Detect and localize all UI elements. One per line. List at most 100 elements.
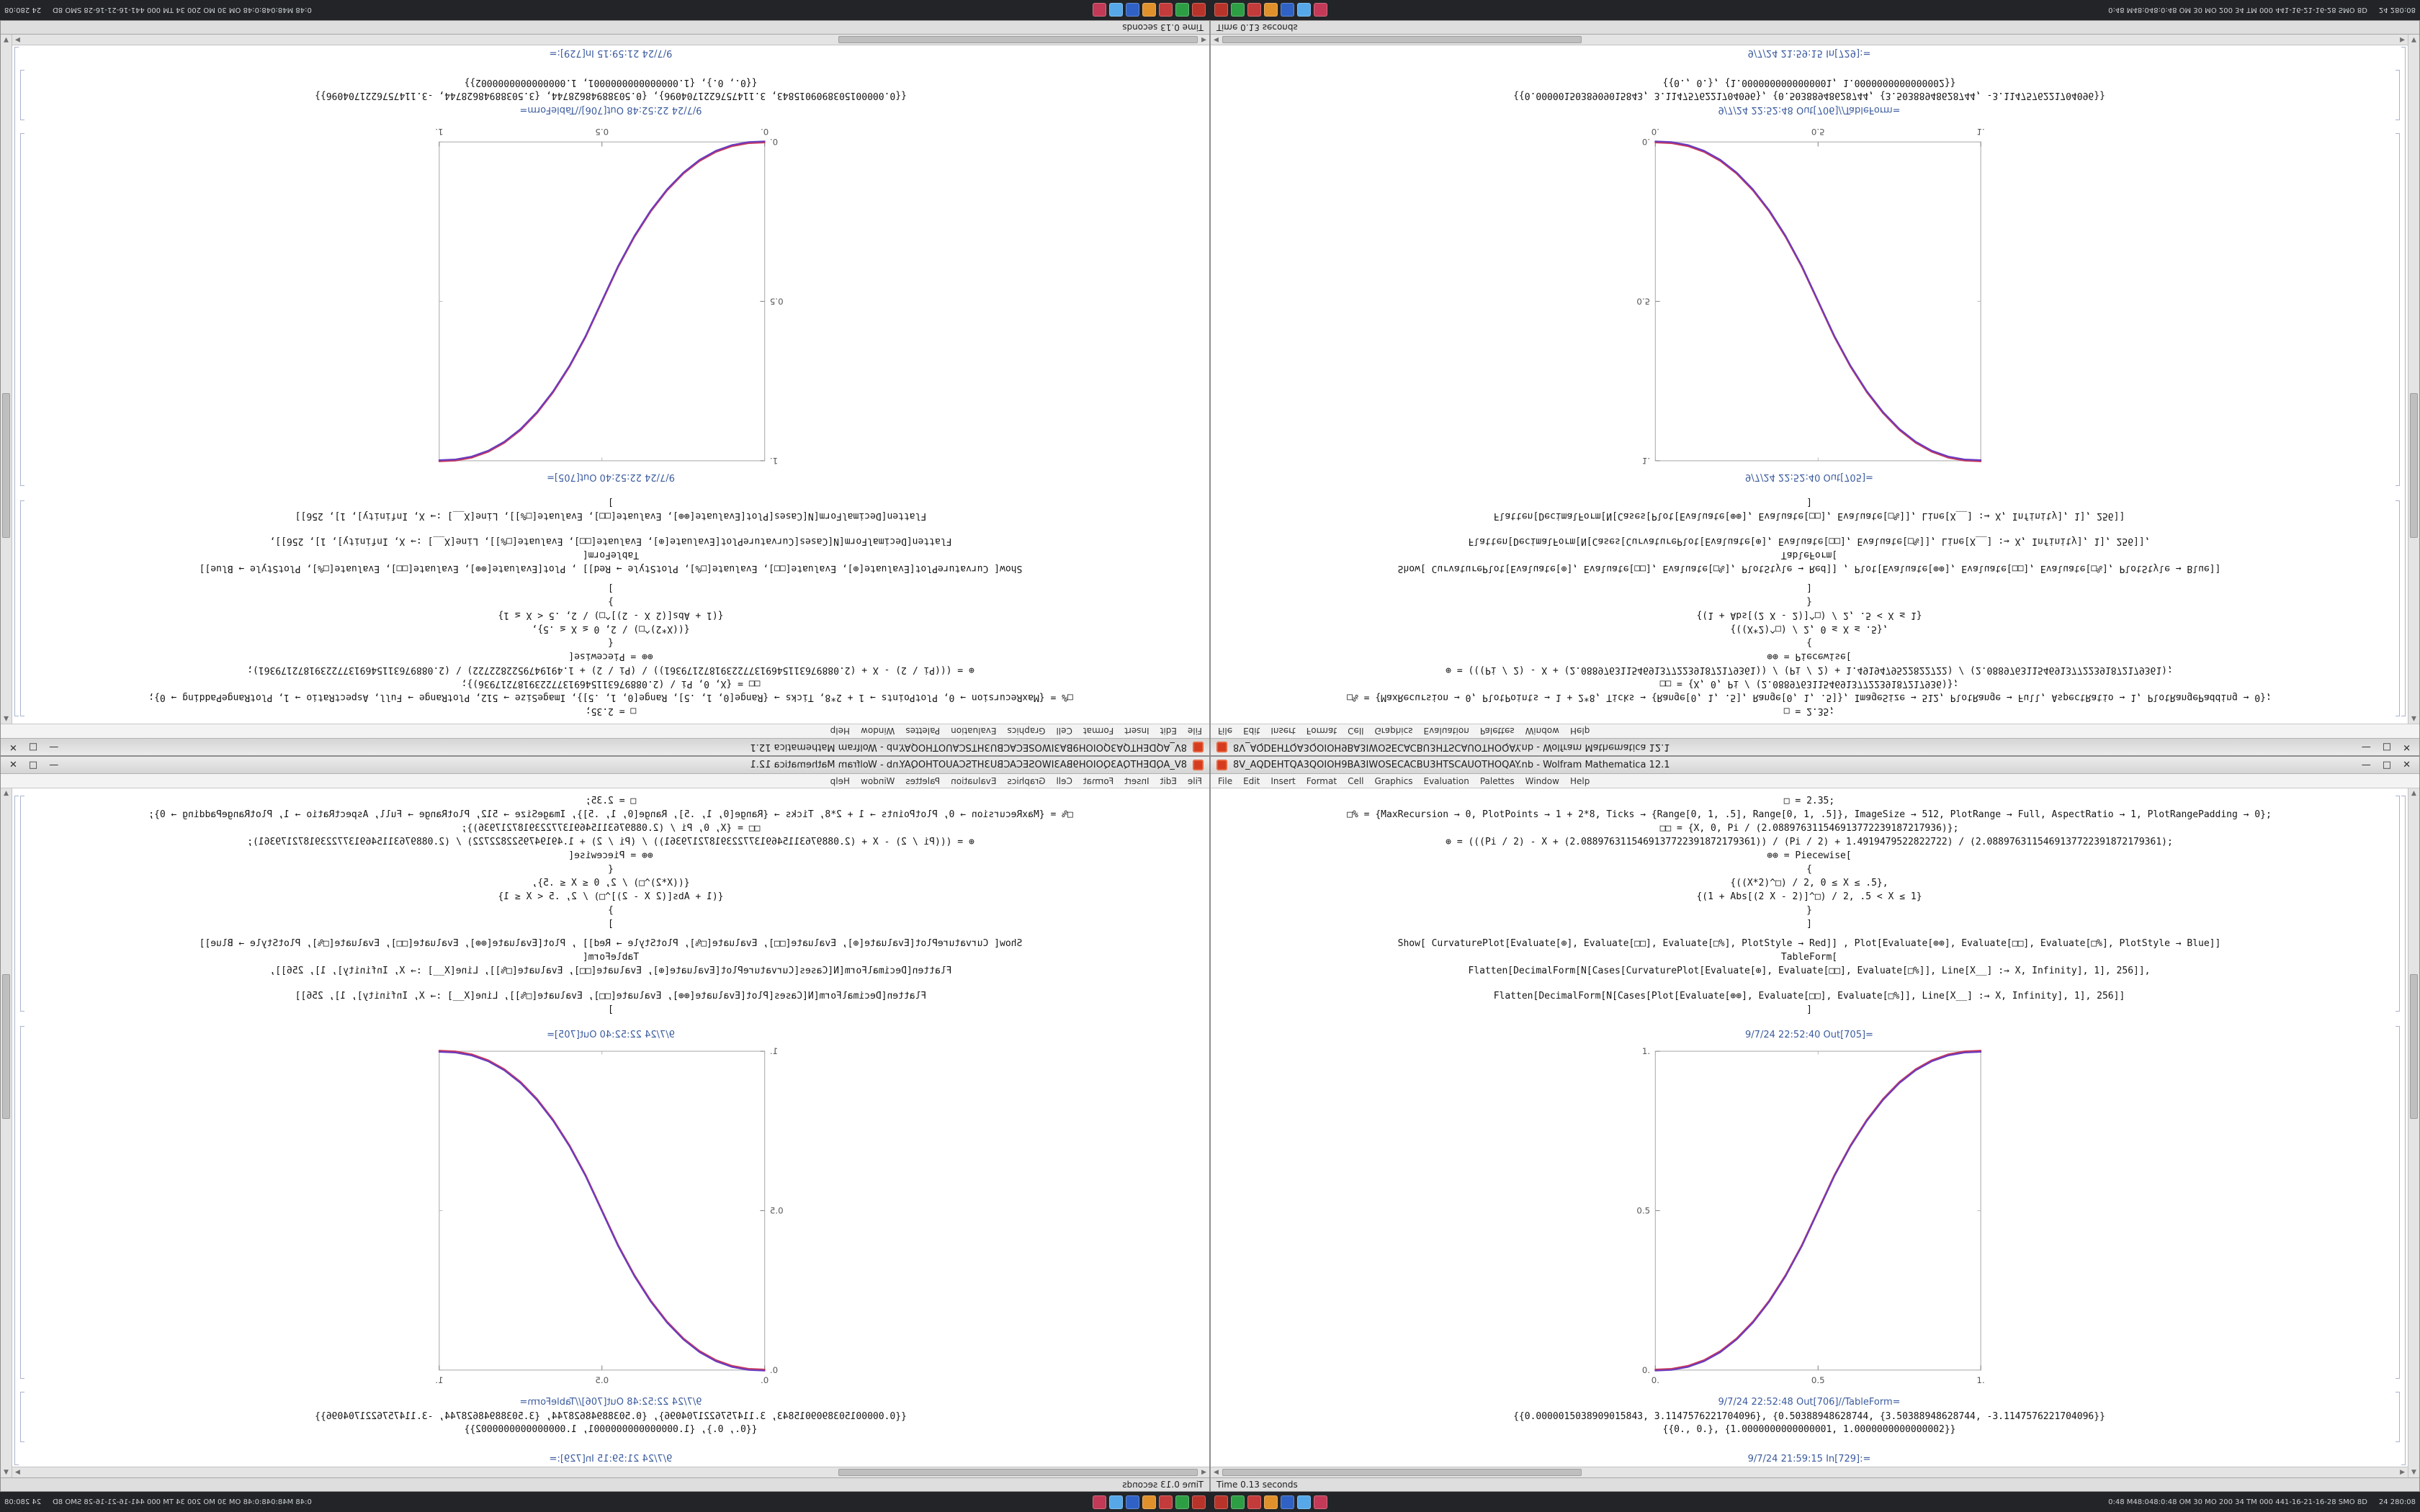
taskbar-app-icon[interactable] xyxy=(1175,3,1189,17)
vertical-scrollbar-thumb[interactable] xyxy=(2,974,10,1120)
menu-item-cell[interactable]: Cell xyxy=(1056,726,1072,737)
taskbar-app-icon[interactable] xyxy=(1247,3,1261,17)
close-button[interactable]: ✕ xyxy=(9,760,17,770)
menu-item-cell[interactable]: Cell xyxy=(1056,775,1072,786)
menu-item-evaluation[interactable]: Evaluation xyxy=(951,726,997,737)
menu-item-window[interactable]: Window xyxy=(861,726,895,737)
menu-item-palettes[interactable]: Palettes xyxy=(1479,726,1515,737)
scroll-up-icon[interactable]: ▲ xyxy=(4,715,9,722)
input-cell-bracket[interactable] xyxy=(2396,500,2400,716)
horizontal-scrollbar-thumb[interactable] xyxy=(838,36,1198,43)
close-button[interactable]: ✕ xyxy=(9,742,17,752)
maximize-button[interactable]: □ xyxy=(2382,760,2392,770)
maximize-button[interactable]: □ xyxy=(28,742,38,752)
vertical-scrollbar[interactable]: ▲ ▼ xyxy=(1,35,12,724)
tableform-cell-bracket[interactable] xyxy=(2396,70,2400,120)
menu-item-file[interactable]: File xyxy=(1218,726,1233,737)
tableform-cell-bracket[interactable] xyxy=(2396,1392,2400,1442)
taskbar-app-icon[interactable] xyxy=(1126,1495,1139,1509)
taskbar-app-icon[interactable] xyxy=(1314,3,1327,17)
horizontal-scrollbar-thumb[interactable] xyxy=(1222,36,1582,43)
horizontal-scrollbar[interactable]: ◀ ▶ xyxy=(1211,35,2408,45)
vertical-scrollbar[interactable]: ▲ ▼ xyxy=(1,788,12,1477)
scroll-left-icon[interactable]: ◀ xyxy=(1214,36,1219,43)
taskbar-app-icon[interactable] xyxy=(1281,3,1294,17)
notebook-content[interactable]: □ = 2.35; □% = {MaxRecursion → 0, PlotPoi… xyxy=(12,45,1209,724)
output-cell-bracket[interactable] xyxy=(20,1026,24,1379)
menu-item-graphics[interactable]: Graphics xyxy=(1374,775,1413,786)
taskbar-app-icon[interactable] xyxy=(1142,1495,1156,1509)
tableform-cell-bracket[interactable] xyxy=(20,70,24,120)
close-button[interactable]: ✕ xyxy=(2403,760,2411,770)
menu-item-help[interactable]: Help xyxy=(830,775,851,786)
input-cell-bracket[interactable] xyxy=(20,500,24,716)
scroll-up-icon[interactable]: ▲ xyxy=(2411,715,2416,722)
menu-item-insert[interactable]: Insert xyxy=(1270,775,1296,786)
input-cell-bracket[interactable] xyxy=(2396,796,2400,1012)
scroll-right-icon[interactable]: ▶ xyxy=(15,1469,20,1476)
window-titlebar[interactable]: 8V_AQDEHTQA3QOIOH9BA3IWOSECACBU3HTSCAUOT… xyxy=(1211,738,2419,755)
taskbar-app-icon[interactable] xyxy=(1093,3,1106,17)
menu-item-edit[interactable]: Edit xyxy=(1160,775,1177,786)
output-cell-bracket[interactable] xyxy=(2396,133,2400,486)
taskbar-app-icon[interactable] xyxy=(1109,3,1123,17)
tableform-cell-bracket[interactable] xyxy=(20,1392,24,1442)
input-cell[interactable]: □ = 2.35; □% = {MaxRecursion → 0, PlotPoi… xyxy=(1211,495,2408,718)
menu-item-file[interactable]: File xyxy=(1218,775,1233,786)
menu-item-evaluation[interactable]: Evaluation xyxy=(1423,775,1469,786)
minimize-button[interactable]: — xyxy=(2361,760,2371,770)
horizontal-scrollbar-thumb[interactable] xyxy=(1222,1469,1582,1476)
taskbar-app-icon[interactable] xyxy=(1192,3,1206,17)
cell-group-bracket[interactable] xyxy=(2401,47,2406,716)
menu-item-graphics[interactable]: Graphics xyxy=(1007,775,1046,786)
menu-item-file[interactable]: File xyxy=(1187,726,1202,737)
scroll-down-icon[interactable]: ▼ xyxy=(4,36,9,43)
taskbar-app-icon[interactable] xyxy=(1192,1495,1206,1509)
menu-item-file[interactable]: File xyxy=(1187,775,1202,786)
cell-group-bracket[interactable] xyxy=(14,796,19,1465)
vertical-scrollbar-thumb[interactable] xyxy=(2410,392,2418,538)
scroll-left-icon[interactable]: ◀ xyxy=(1201,1469,1206,1476)
menu-item-window[interactable]: Window xyxy=(1525,775,1559,786)
input-cell[interactable]: □ = 2.35; □% = {MaxRecursion → 0, PlotPoi… xyxy=(12,495,1209,718)
menu-item-cell[interactable]: Cell xyxy=(1348,775,1364,786)
maximize-button[interactable]: □ xyxy=(2382,742,2392,752)
taskbar-app-icon[interactable] xyxy=(1231,3,1245,17)
scroll-left-icon[interactable]: ◀ xyxy=(1201,36,1206,43)
menu-item-insert[interactable]: Insert xyxy=(1270,726,1296,737)
output-cell-bracket[interactable] xyxy=(2396,1026,2400,1379)
menu-item-edit[interactable]: Edit xyxy=(1243,726,1260,737)
taskbar-app-icon[interactable] xyxy=(1247,1495,1261,1509)
taskbar-app-icon[interactable] xyxy=(1159,3,1173,17)
scroll-right-icon[interactable]: ▶ xyxy=(15,36,20,43)
maximize-button[interactable]: □ xyxy=(28,760,38,770)
menu-item-format[interactable]: Format xyxy=(1083,775,1114,786)
menu-item-help[interactable]: Help xyxy=(1569,775,1590,786)
menu-item-evaluation[interactable]: Evaluation xyxy=(1423,726,1469,737)
output-cell-bracket[interactable] xyxy=(20,133,24,486)
horizontal-scrollbar[interactable]: ◀ ▶ xyxy=(12,35,1209,45)
menu-item-palettes[interactable]: Palettes xyxy=(905,775,941,786)
window-titlebar[interactable]: 8V_AQDEHTQA3QOIOH9BA3IWOSECACBU3HTSCAUOT… xyxy=(1,757,1209,774)
vertical-scrollbar[interactable]: ▲ ▼ xyxy=(2408,788,2419,1477)
horizontal-scrollbar[interactable]: ◀ ▶ xyxy=(12,1467,1209,1477)
taskbar-app-icon[interactable] xyxy=(1175,1495,1189,1509)
menu-item-help[interactable]: Help xyxy=(830,726,851,737)
taskbar-app-icon[interactable] xyxy=(1281,1495,1294,1509)
notebook-content[interactable]: □ = 2.35; □% = {MaxRecursion → 0, PlotPoi… xyxy=(12,788,1209,1467)
horizontal-scrollbar-thumb[interactable] xyxy=(838,1469,1198,1476)
cell-group-bracket[interactable] xyxy=(14,47,19,716)
scroll-right-icon[interactable]: ▶ xyxy=(2400,36,2405,43)
scroll-up-icon[interactable]: ▲ xyxy=(2411,790,2416,797)
cell-group-bracket[interactable] xyxy=(2401,796,2406,1465)
scroll-down-icon[interactable]: ▼ xyxy=(2411,1469,2416,1476)
minimize-button[interactable]: — xyxy=(2361,742,2371,752)
taskbar-app-icon[interactable] xyxy=(1297,1495,1311,1509)
menu-item-edit[interactable]: Edit xyxy=(1160,726,1177,737)
menu-item-format[interactable]: Format xyxy=(1083,726,1114,737)
menu-item-help[interactable]: Help xyxy=(1569,726,1590,737)
input-cell[interactable]: □ = 2.35; □% = {MaxRecursion → 0, PlotPoi… xyxy=(12,794,1209,1017)
menu-item-cell[interactable]: Cell xyxy=(1348,726,1364,737)
menu-item-insert[interactable]: Insert xyxy=(1124,775,1150,786)
menu-item-evaluation[interactable]: Evaluation xyxy=(951,775,997,786)
